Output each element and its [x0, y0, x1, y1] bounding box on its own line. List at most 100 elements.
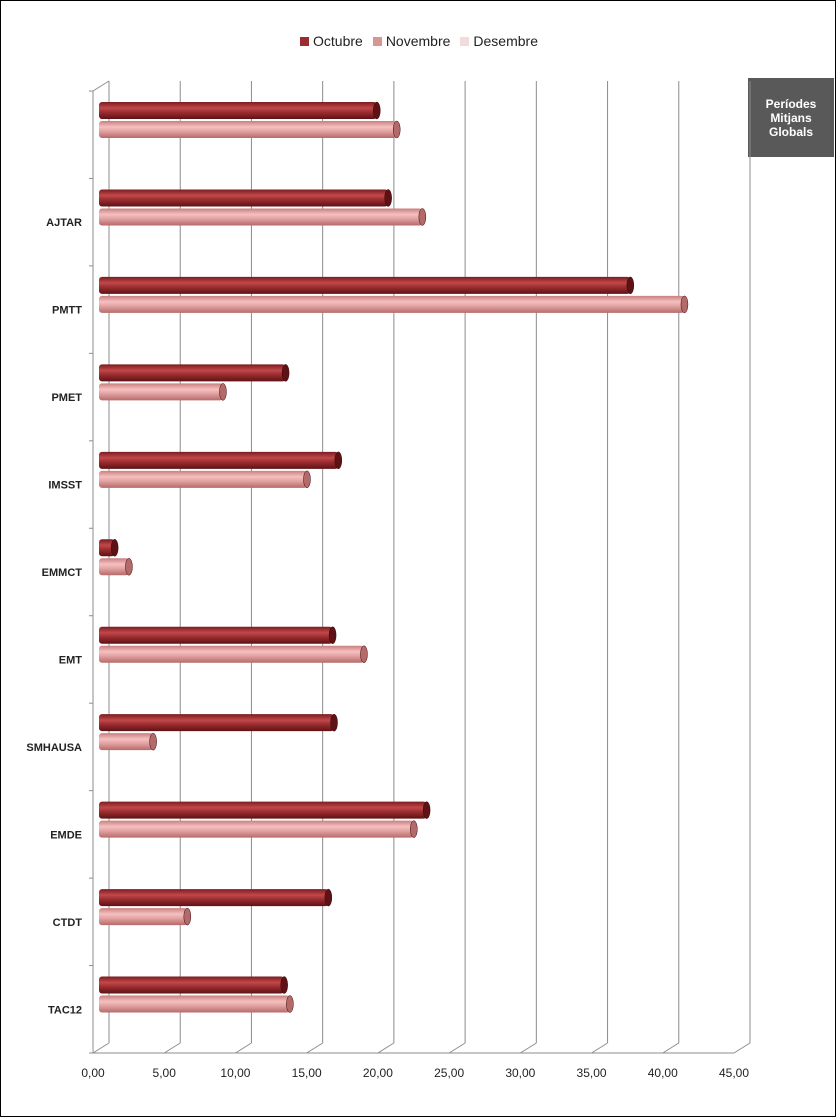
- bar: [99, 101, 381, 120]
- category-label: TAC12: [48, 1004, 82, 1016]
- bar-body: [99, 995, 290, 1013]
- bar-body: [99, 820, 414, 838]
- bar: [99, 208, 427, 226]
- bar-body: [99, 714, 335, 732]
- bar: [99, 626, 337, 644]
- bar: [99, 801, 431, 819]
- bar-body: [99, 470, 307, 488]
- sidebox-line-3: Globals: [768, 124, 813, 139]
- bar-cap: [286, 995, 294, 1013]
- category-label: EMT: [59, 654, 83, 666]
- bar: [99, 995, 294, 1013]
- bar: [99, 558, 133, 576]
- floor-gridline: [733, 1042, 751, 1054]
- bar-body: [99, 626, 333, 644]
- bar-body: [99, 976, 285, 994]
- bar: [99, 976, 288, 994]
- x-tick-label: 40,00: [648, 1066, 678, 1080]
- floor-gridline: [662, 1042, 680, 1054]
- bar-body: [99, 121, 397, 138]
- bar-cap: [303, 470, 311, 489]
- sidebox-line-1: Períodes: [765, 96, 817, 111]
- bar: [99, 907, 192, 926]
- legend-swatch-octubre: [300, 36, 309, 46]
- bar-cap: [125, 558, 133, 576]
- floor-gridline: [591, 1042, 608, 1054]
- bar-body: [99, 276, 631, 294]
- category-label: AJTAR: [46, 217, 82, 229]
- bar-body: [99, 801, 427, 819]
- legend-label-desembre: Desembre: [473, 33, 538, 49]
- legend-label-novembre: Novembre: [385, 33, 451, 49]
- bar: [99, 645, 368, 663]
- x-tick-label: 0,00: [81, 1066, 105, 1080]
- labels-layer: 0,00 5,00 10,00 15,00 20,00 25,00 30,00 35,00 40…: [26, 217, 749, 1080]
- bar: [99, 189, 392, 207]
- x-tick-label: 20,00: [363, 1066, 393, 1080]
- bar: [99, 732, 157, 751]
- bar-cap: [328, 626, 337, 644]
- bar-cap: [219, 383, 227, 401]
- bar-body: [99, 645, 364, 663]
- floor-gridline: [235, 1042, 252, 1054]
- floor-gridline: [377, 1042, 395, 1054]
- floor-gridline: [92, 1042, 110, 1054]
- bar-body: [99, 908, 188, 926]
- bar-cap: [680, 295, 689, 314]
- bar-body: [99, 295, 685, 313]
- bar-body: [99, 383, 223, 401]
- bar-cap: [110, 539, 119, 557]
- floor-gridline: [520, 1042, 537, 1054]
- legend-item-octubre: Octubre: [300, 33, 363, 49]
- bar-cap: [626, 276, 635, 295]
- axis-layer: [89, 80, 734, 1054]
- bar-body: [99, 539, 115, 557]
- legend-swatch-desembre: [460, 36, 470, 46]
- bar-cap: [183, 907, 192, 926]
- bar-cap: [384, 189, 392, 207]
- bars-layer: [99, 101, 689, 1013]
- bar-cap: [281, 364, 290, 382]
- bar-body: [99, 733, 154, 751]
- category-label: PMET: [51, 392, 82, 404]
- legend-item-novembre: Novembre: [372, 33, 451, 49]
- bar-body: [99, 189, 389, 207]
- bar-cap: [422, 801, 431, 819]
- legend-label-octubre: Octubre: [313, 33, 363, 49]
- bar: [99, 276, 635, 295]
- bar: [99, 383, 227, 401]
- bar: [99, 295, 689, 314]
- bar-body: [99, 208, 423, 226]
- bar: [99, 364, 290, 382]
- x-tick-label: 5,00: [153, 1066, 177, 1080]
- category-label: SMHAUSA: [26, 742, 82, 754]
- x-tick-label: 45,00: [719, 1066, 749, 1080]
- bar-cap: [373, 101, 381, 120]
- bar-cap: [330, 713, 338, 732]
- bar-body: [99, 102, 377, 119]
- x-tick-label: 10,00: [220, 1066, 250, 1080]
- bar-cap: [280, 976, 288, 994]
- bar-cap: [324, 888, 333, 907]
- bar-body: [99, 889, 329, 907]
- bar: [99, 820, 418, 838]
- bar: [99, 120, 401, 139]
- bar: [99, 539, 119, 557]
- bar-cap: [418, 208, 427, 226]
- grid-layer: [92, 81, 751, 1054]
- bar-cap: [392, 120, 401, 139]
- floor-gridline: [306, 1042, 323, 1054]
- floor-gridline: [163, 1042, 181, 1054]
- legend-swatch-novembre: [372, 36, 382, 46]
- x-tick-label: 25,00: [434, 1066, 464, 1080]
- category-label: CTDT: [53, 917, 83, 929]
- category-label: IMSST: [48, 480, 82, 492]
- bar-body: [99, 451, 339, 469]
- legend-item-desembre: Desembre: [460, 33, 538, 49]
- bar: [99, 470, 311, 489]
- bar-cap: [410, 820, 418, 838]
- x-tick-label: 35,00: [577, 1066, 607, 1080]
- x-tick-label: 15,00: [292, 1066, 322, 1080]
